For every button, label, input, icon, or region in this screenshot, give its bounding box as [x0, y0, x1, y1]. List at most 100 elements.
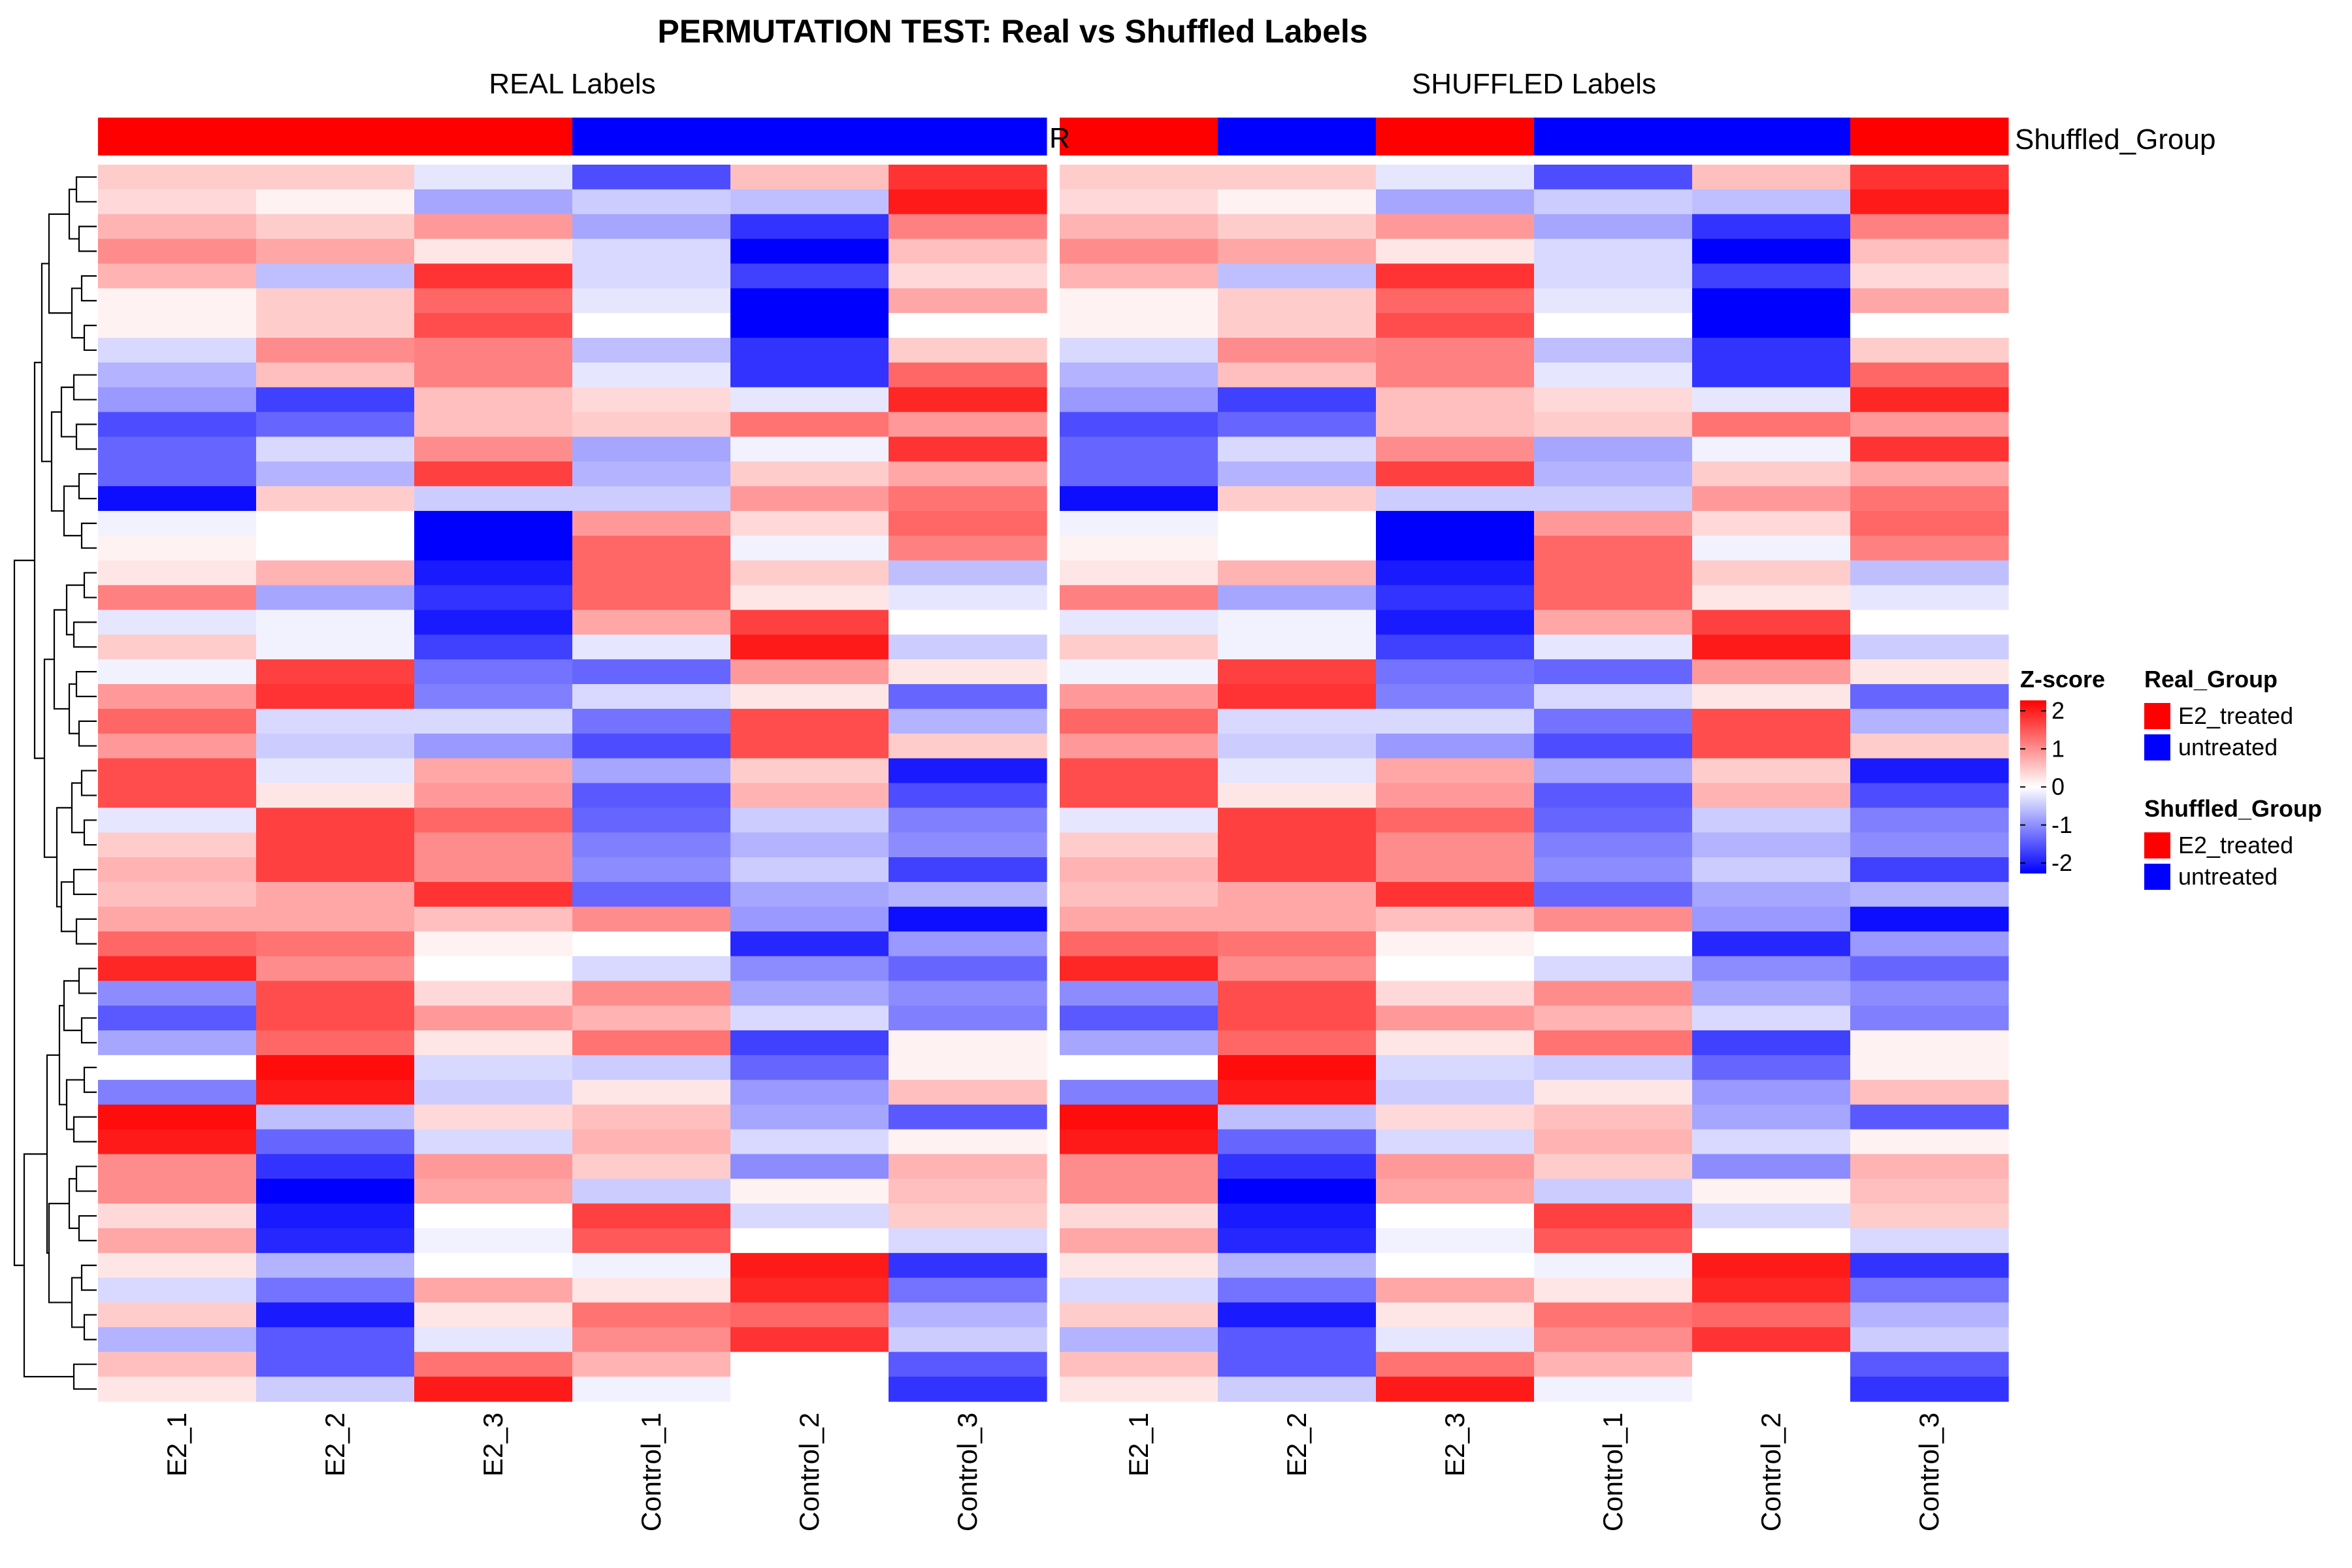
heatmap-cell — [572, 610, 731, 635]
colorbar-tick-label: -1 — [2051, 811, 2072, 838]
heatmap-cell — [1850, 1030, 2009, 1056]
heatmap-cell — [1534, 436, 1693, 462]
heatmap-cell — [1850, 338, 2009, 363]
heatmap-cell — [1850, 808, 2009, 833]
dendrogram-branch — [83, 1314, 97, 1341]
heatmap-cell — [730, 511, 889, 536]
heatmap-cell — [1218, 931, 1377, 957]
heatmap-cell — [414, 1005, 573, 1031]
heatmap-cell — [1060, 238, 1218, 265]
legend-label: E2_treated — [2178, 702, 2293, 729]
annotation-cell-control-2 — [1692, 118, 1851, 155]
heatmap-cell — [1060, 362, 1218, 388]
heatmap-cell — [414, 461, 573, 487]
heatmap-cell — [256, 535, 415, 561]
heatmap-cell — [1534, 412, 1693, 438]
dendrogram-branch — [71, 1277, 84, 1328]
heatmap-cell — [1692, 1327, 1851, 1352]
heatmap-cell — [98, 288, 257, 314]
heatmap-cell — [1060, 313, 1218, 338]
heatmap-cell — [572, 1104, 731, 1130]
heatmap-cell — [572, 461, 731, 487]
heatmap-cell — [572, 511, 731, 536]
heatmap-cell — [1692, 535, 1851, 561]
heatmap-cell — [1376, 436, 1535, 462]
heatmap-cell — [414, 1030, 573, 1056]
heatmap-cell — [414, 684, 573, 710]
heatmap-cell — [1060, 733, 1218, 759]
heatmap-cell — [1218, 634, 1377, 660]
heatmap-cell — [1534, 857, 1693, 883]
heatmap-cell — [1376, 1129, 1535, 1154]
heatmap-cell — [1534, 1005, 1693, 1031]
heatmap-cell — [889, 1203, 1047, 1229]
heatmap-cell — [256, 931, 415, 957]
heatmap-cell — [98, 362, 257, 388]
heatmap-cell — [256, 758, 415, 784]
heatmap-cell — [256, 610, 415, 635]
heatmap-cell — [889, 1129, 1047, 1154]
heatmap-cell — [1850, 634, 2009, 660]
heatmap-cell — [98, 981, 257, 1006]
heatmap-cell — [1850, 1129, 2009, 1154]
heatmap-cell — [1534, 511, 1693, 536]
legend-swatch-untreated — [2144, 864, 2170, 890]
dendrogram-branch — [71, 287, 84, 339]
heatmap-cell — [98, 511, 257, 536]
heatmap-cell — [889, 1154, 1047, 1179]
heatmap-cell — [1692, 585, 1851, 611]
heatmap-cell — [1692, 758, 1851, 784]
heatmap-cell — [1218, 461, 1377, 487]
heatmap-cell — [889, 634, 1047, 660]
heatmap-cell — [256, 288, 415, 314]
heatmap-cell — [730, 956, 889, 981]
heatmap-cell — [572, 708, 731, 734]
heatmap-cell — [572, 758, 731, 784]
heatmap-cell — [1060, 560, 1218, 586]
heatmap-cell — [98, 1104, 257, 1130]
dendrogram-branch — [75, 423, 97, 450]
dendrogram-branch — [65, 1079, 84, 1130]
heatmap-cell — [256, 1104, 415, 1130]
heatmap-cell — [414, 1327, 573, 1352]
heatmap-cell — [1376, 189, 1535, 215]
heatmap-cell — [1692, 189, 1851, 215]
heatmap-cell — [1376, 659, 1535, 685]
heatmap-cell — [730, 1179, 889, 1204]
heatmap-cell — [889, 808, 1047, 833]
heatmap-cell — [98, 1252, 257, 1279]
heatmap-cell — [1218, 1203, 1377, 1229]
heatmap-cell — [1850, 832, 2009, 858]
dendrogram-branch — [73, 1364, 97, 1390]
heatmap-cell — [1534, 808, 1693, 833]
heatmap-cell — [98, 263, 257, 289]
heatmap-cell — [1534, 1252, 1693, 1279]
heatmap-cell — [256, 634, 415, 660]
heatmap-cell — [1534, 288, 1693, 314]
heatmap-cell — [572, 387, 731, 413]
dendrogram-branch — [73, 868, 97, 895]
heatmap-cell — [730, 610, 889, 635]
dendrogram-branch — [43, 659, 57, 858]
heatmap-cell — [1850, 486, 2009, 512]
heatmap-cell — [572, 362, 731, 388]
heatmap-cell — [414, 263, 573, 289]
heatmap-cell — [572, 733, 731, 759]
heatmap-cell — [572, 1054, 731, 1081]
heatmap-cell — [730, 708, 889, 734]
heatmap-cell — [730, 165, 889, 190]
heatmap-cell — [1534, 1030, 1693, 1056]
heatmap-cell — [1376, 1104, 1535, 1130]
heatmap-cell — [889, 313, 1047, 338]
heatmap-cell — [1534, 189, 1693, 215]
heatmap-cell — [572, 313, 731, 338]
heatmap-cell — [98, 1302, 257, 1328]
heatmap-cell — [1534, 981, 1693, 1006]
heatmap-cell — [1060, 832, 1218, 858]
heatmap-cell — [1850, 1179, 2009, 1204]
heatmap-cell — [1850, 981, 2009, 1006]
heatmap-cell — [1850, 1377, 2009, 1402]
heatmap-cell — [1850, 931, 2009, 957]
heatmap-cell — [1376, 362, 1535, 388]
figure-title: PERMUTATION TEST: Real vs Shuffled Label… — [657, 13, 1367, 50]
